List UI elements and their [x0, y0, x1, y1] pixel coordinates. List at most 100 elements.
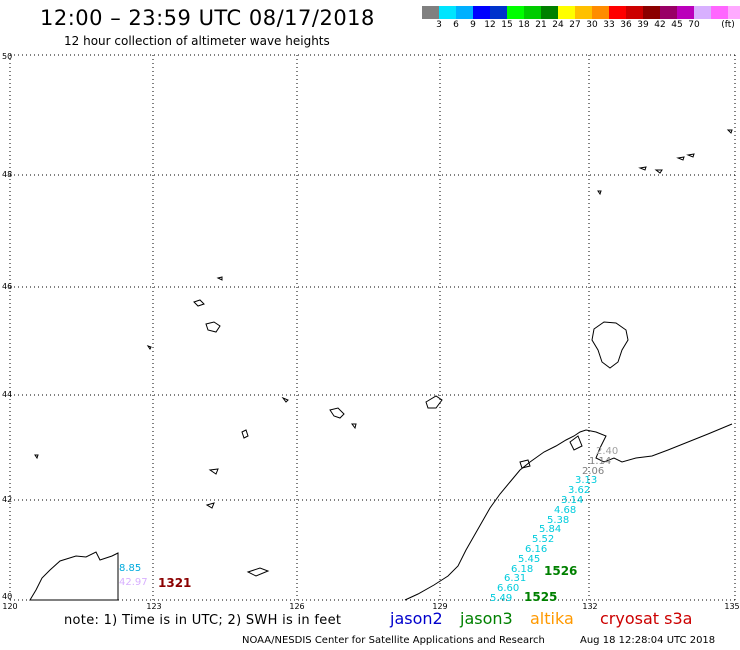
wave-height-value: 3.13 — [575, 475, 598, 486]
color-scale-label: 39 — [637, 20, 649, 30]
color-scale-swatch — [592, 6, 609, 19]
color-scale-label: 24 — [552, 20, 564, 30]
color-scale-swatches — [422, 6, 740, 19]
island-g — [208, 468, 219, 475]
lon-label-132: 132 — [582, 602, 598, 611]
wave-height-value: 6.60 — [497, 583, 520, 594]
generation-timestamp: Aug 18 12:28:04 UTC 2018 — [580, 635, 716, 646]
color-scale-swatch — [456, 6, 473, 19]
island-t — [726, 129, 733, 134]
color-scale-labels: (ft) 3 6 9 12 15 18 21 24 27 30 33 36 39 42 45 70 — [422, 19, 740, 33]
color-scale-swatch — [609, 6, 626, 19]
wave-height-value: 5.38 — [547, 515, 570, 526]
island-r — [676, 156, 685, 161]
lat-label-50: 50 — [2, 52, 13, 61]
map-title: 12:00 – 23:59 UTC 08/17/2018 — [40, 6, 375, 30]
color-scale-label: 9 — [470, 20, 476, 30]
lon-label-126: 126 — [289, 602, 305, 611]
island-h — [205, 502, 215, 509]
lat-label-44: 44 — [2, 390, 13, 399]
color-scale-label: 18 — [518, 20, 530, 30]
color-scale-label: 15 — [501, 20, 513, 30]
color-scale-label: 45 — [671, 20, 683, 30]
color-scale-label: 12 — [484, 20, 496, 30]
scale-unit: (ft) — [721, 20, 735, 30]
island-d — [329, 407, 345, 419]
coastline-mainland — [29, 423, 733, 601]
color-scale-label: 27 — [569, 20, 581, 30]
island-i — [246, 567, 270, 577]
color-scale-swatch — [524, 6, 541, 19]
color-scale-label: 3 — [436, 20, 442, 30]
color-scale-swatch — [541, 6, 558, 19]
island-a — [205, 321, 221, 333]
color-scale-swatch — [643, 6, 660, 19]
wave-height-value: 5.45 — [518, 554, 541, 565]
russia-coast — [404, 423, 733, 601]
pass-number-label: 1321 — [158, 576, 192, 590]
map-subtitle: 12 hour collection of altimeter wave hei… — [64, 34, 330, 48]
wave-height-value: 3.14 — [561, 495, 584, 506]
wave-height-value: 6.16 — [525, 544, 548, 555]
island-f — [241, 429, 249, 439]
legend-altika: altika — [530, 609, 574, 628]
color-scale-label: 6 — [453, 20, 459, 30]
wave-height-value: 8.85 — [119, 563, 142, 574]
legend-jason2: jason2 — [390, 609, 443, 628]
color-scale-label: 42 — [654, 20, 666, 30]
color-scale-swatch — [660, 6, 677, 19]
lon-label-135: 135 — [724, 602, 740, 611]
island-o — [146, 345, 152, 350]
island-u — [597, 190, 602, 196]
island-p — [638, 166, 647, 171]
lat-label-42: 42 — [2, 495, 13, 504]
wave-height-value: 5.52 — [532, 534, 555, 545]
wave-height-color-scale: (ft) 3 6 9 12 15 18 21 24 27 30 33 36 39 42 45 70 — [422, 6, 740, 33]
wave-height-value: 6.18 — [511, 564, 534, 575]
color-scale-swatch — [728, 6, 740, 19]
pass-number-label: 1525 — [524, 590, 558, 604]
color-scale-label: 36 — [620, 20, 632, 30]
graticule — [9, 54, 736, 601]
island-k — [281, 396, 289, 403]
color-scale-swatch — [439, 6, 456, 19]
color-scale-swatch — [626, 6, 643, 19]
color-scale-swatch — [694, 6, 711, 19]
wave-height-value: 2.40 — [596, 446, 619, 457]
island-j — [351, 423, 357, 430]
island-q — [654, 169, 663, 174]
color-scale-swatch — [473, 6, 490, 19]
color-scale-swatch — [422, 6, 439, 19]
credit-line: NOAA/NESDIS Center for Satellite Applica… — [242, 635, 545, 646]
wave-height-value: 42.97 — [119, 577, 148, 588]
color-scale-label: 33 — [603, 20, 615, 30]
korea-coast — [29, 551, 119, 601]
island-c — [216, 276, 223, 281]
lon-label-129: 129 — [432, 602, 448, 611]
color-scale-label: 70 — [688, 20, 700, 30]
color-scale-swatch — [507, 6, 524, 19]
color-scale-swatch — [677, 6, 694, 19]
legend-cryosat-s3a: cryosat s3a — [600, 609, 693, 628]
wave-height-value: 1.14 — [589, 456, 612, 467]
wave-height-value: 4.68 — [554, 505, 577, 516]
lat-label-46: 46 — [2, 282, 13, 291]
wave-height-value: 6.31 — [504, 573, 527, 584]
lon-label-123: 123 — [146, 602, 162, 611]
color-scale-label: 30 — [586, 20, 598, 30]
wave-height-value: 3.62 — [568, 485, 591, 496]
island-m — [569, 435, 583, 451]
color-scale-swatch — [575, 6, 592, 19]
lat-label-40: 40 — [2, 592, 13, 601]
lake-khanka — [591, 321, 629, 369]
island-b — [193, 299, 205, 307]
color-scale-swatch — [490, 6, 507, 19]
color-scale-swatch — [711, 6, 728, 19]
wave-height-value: 2.06 — [582, 466, 605, 477]
color-scale-label: 21 — [535, 20, 547, 30]
island-n — [34, 454, 39, 460]
footer-note: note: 1) Time is in UTC; 2) SWH is in fe… — [64, 613, 342, 628]
island-e — [425, 395, 443, 409]
pass-number-label: 1526 — [544, 564, 578, 578]
